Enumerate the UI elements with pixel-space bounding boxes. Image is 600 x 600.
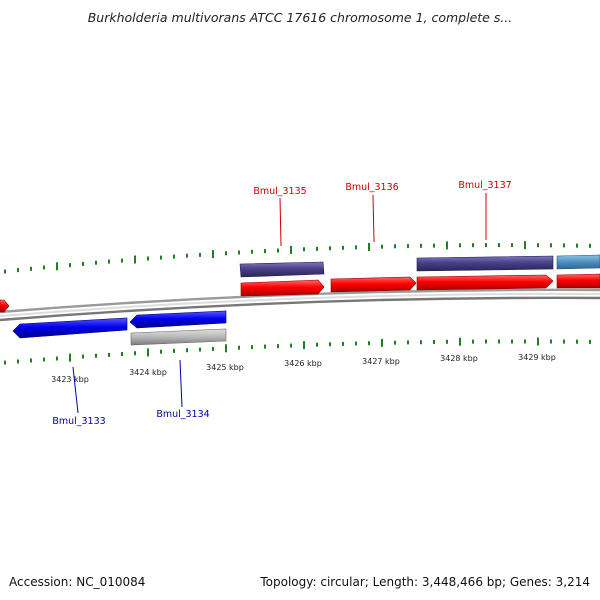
feature-forward-cds[interactable] bbox=[556, 273, 600, 289]
scale-label: 3426 kbp bbox=[284, 359, 322, 368]
feature-forward-cds[interactable] bbox=[0, 299, 10, 313]
feature-forward-cds-bmul-3137[interactable] bbox=[416, 274, 554, 291]
forward-gene-labels: Bmul_3135 Bmul_3136 Bmul_3137 bbox=[253, 180, 512, 247]
gene-label-bmul-3135[interactable]: Bmul_3135 bbox=[253, 186, 306, 197]
genome-stats-text: Topology: circular; Length: 3,448,466 bp… bbox=[260, 575, 590, 589]
scale-label: 3425 kbp bbox=[206, 363, 244, 372]
label-leader-line bbox=[279, 197, 282, 247]
scale-label: 3423 kbp bbox=[51, 375, 89, 384]
feature-forward-other[interactable] bbox=[416, 255, 554, 272]
reverse-strand-features bbox=[12, 310, 227, 346]
scale-label: 3429 kbp bbox=[518, 353, 556, 362]
gene-label-bmul-3136[interactable]: Bmul_3136 bbox=[345, 182, 398, 193]
scale-label: 3424 kbp bbox=[129, 368, 167, 377]
gene-label-bmul-3137[interactable]: Bmul_3137 bbox=[458, 180, 511, 191]
label-leader-line bbox=[179, 359, 183, 408]
outer-scale-ticks bbox=[4, 241, 591, 274]
label-leader-line bbox=[72, 366, 79, 414]
map-title: Burkholderia multivorans ATCC 17616 chro… bbox=[87, 10, 513, 25]
feature-forward-cds-bmul-3135[interactable] bbox=[240, 279, 325, 297]
feature-forward-other[interactable] bbox=[239, 261, 325, 278]
accession-text: Accession: NC_010084 bbox=[9, 575, 146, 589]
backbone-inner-highlight bbox=[0, 292, 600, 317]
gene-label-bmul-3133[interactable]: Bmul_3133 bbox=[52, 416, 105, 427]
scale-label: 3428 kbp bbox=[440, 354, 478, 363]
inner-scale-ticks bbox=[4, 337, 591, 365]
feature-forward-other-light[interactable] bbox=[556, 254, 600, 270]
reverse-gene-labels: Bmul_3133 Bmul_3134 bbox=[52, 359, 210, 427]
feature-reverse-cds-bmul-3134[interactable] bbox=[129, 310, 227, 329]
forward-strand-features bbox=[0, 254, 600, 313]
gene-label-bmul-3134[interactable]: Bmul_3134 bbox=[156, 409, 209, 420]
feature-forward-cds-bmul-3136[interactable] bbox=[330, 276, 417, 293]
label-leader-line bbox=[372, 194, 375, 243]
feature-reverse-other[interactable] bbox=[130, 328, 227, 346]
feature-reverse-cds-bmul-3133[interactable] bbox=[12, 317, 128, 339]
scale-label: 3427 kbp bbox=[362, 357, 400, 366]
scale-labels: 3423 kbp 3424 kbp 3425 kbp 3426 kbp 3427… bbox=[51, 353, 556, 384]
backbone-inner bbox=[0, 296, 600, 322]
